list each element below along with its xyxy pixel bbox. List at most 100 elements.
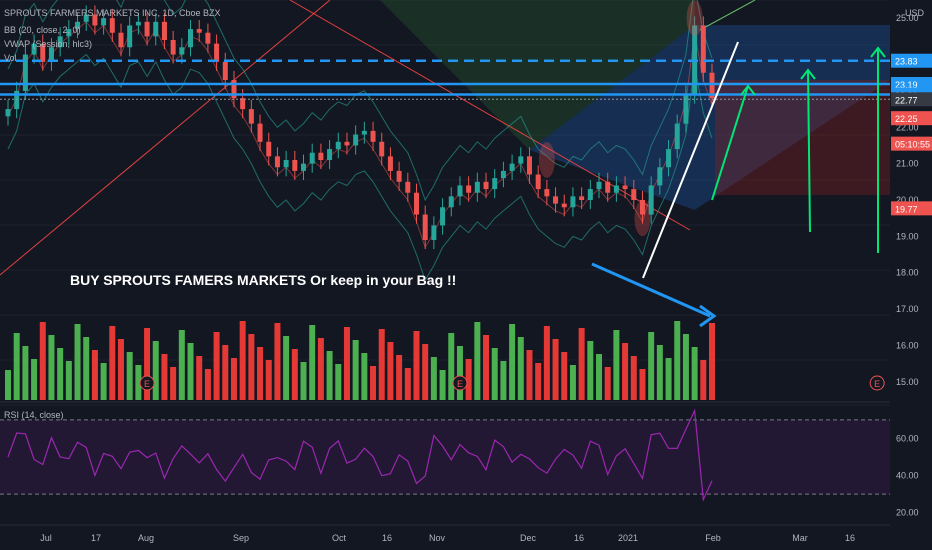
candle-body [196, 29, 202, 33]
volume-bar [31, 359, 38, 400]
volume-bar [83, 337, 90, 400]
trend-line [0, 0, 331, 276]
rsi-tick: 20.00 [896, 508, 919, 518]
earnings-marker [869, 375, 885, 391]
time-tick: Dec [520, 533, 537, 543]
blue-arrow-head [699, 304, 717, 328]
volume-bar [196, 356, 203, 400]
rsi-tick: 40.00 [896, 471, 919, 481]
candle-body [396, 170, 402, 182]
candle-body [266, 141, 272, 157]
volume-bar [656, 345, 663, 400]
volume-bar [387, 342, 394, 400]
volume-bar [535, 363, 542, 400]
volume-bar [700, 360, 707, 400]
earnings-label: E [144, 379, 150, 389]
volume-bar [370, 366, 377, 400]
candle-body [22, 54, 28, 91]
price-label: 22.25 [895, 114, 918, 124]
candle-body [248, 109, 254, 124]
candle-body [92, 14, 98, 26]
volume-bar [48, 335, 55, 400]
volume-bar [526, 350, 533, 400]
volume-bar [39, 322, 46, 400]
candle-body [561, 203, 567, 208]
volume-bar [100, 363, 107, 400]
bb-upper [7, 0, 713, 202]
candle-body [353, 134, 359, 146]
time-tick: Mar [792, 533, 808, 543]
candle-body [327, 149, 333, 160]
trend-line [699, 0, 756, 31]
candle-body [127, 25, 133, 48]
candle-body [570, 196, 576, 208]
candle-body [413, 192, 419, 215]
volume-bar [648, 332, 655, 400]
volume-bar [117, 339, 124, 400]
price-label-box [891, 92, 932, 107]
candle-body [544, 189, 550, 197]
candle-body [622, 185, 628, 190]
rsi-tick: 60.00 [896, 433, 919, 443]
legend-bb: BB (20, close, 2, 0) [4, 25, 81, 35]
volume-bar [317, 338, 324, 400]
candle-body [179, 47, 185, 55]
price-tick: 20.00 [896, 195, 919, 205]
volume-bar [674, 321, 681, 400]
volume-bar [543, 326, 550, 400]
candle-body [683, 94, 689, 124]
earnings-marker [452, 375, 468, 391]
volume-bar [517, 337, 524, 400]
candle-body [709, 72, 715, 99]
candle-body [500, 170, 506, 179]
volume-bar [404, 368, 411, 400]
rsi-line [7, 408, 713, 502]
volume-bar [109, 326, 116, 400]
candle-body [318, 152, 324, 160]
price-label-box [891, 111, 932, 126]
candle-body [387, 156, 393, 171]
candle-body [492, 178, 498, 190]
projection-area [529, 25, 890, 210]
volume-bar [230, 358, 237, 400]
time-tick: 17 [91, 533, 101, 543]
candle-body [509, 163, 515, 171]
candle-body [335, 141, 341, 150]
candle-body [309, 152, 315, 164]
candle-body [283, 160, 289, 168]
candle-body [144, 21, 150, 37]
volume-bar [274, 323, 281, 400]
volume-bar [222, 345, 229, 400]
volume-bar [587, 341, 594, 400]
candle-body [344, 141, 350, 146]
volume-bar [709, 323, 715, 400]
candle-body [613, 185, 619, 193]
volume-bar [57, 348, 64, 400]
volume-bar [257, 347, 264, 400]
volume-bar [596, 354, 603, 400]
green-arrow-head [800, 68, 816, 80]
volume-bar [187, 343, 194, 400]
volume-bar [309, 325, 316, 400]
candle-body [48, 47, 54, 62]
candle-body [40, 43, 46, 62]
volume-bar [500, 361, 507, 400]
volume-bar [283, 336, 290, 400]
candle-body [274, 156, 280, 168]
volume-bar [483, 335, 490, 400]
price-tick: 17.00 [896, 304, 919, 314]
volume-bar [161, 354, 168, 400]
price-label: 19.77 [895, 204, 918, 214]
highlight-ellipse [686, 0, 703, 37]
volume-bar [352, 340, 359, 400]
price-label: 05:10:55 [895, 140, 930, 150]
legend-vwap: VWAP (Session, hlc3) [4, 39, 93, 49]
time-tick: Nov [429, 533, 446, 543]
candle-body [301, 163, 307, 171]
candle-body [483, 181, 489, 190]
candle-body [535, 174, 541, 190]
volume-bar [509, 324, 516, 400]
volume-bar [248, 334, 255, 400]
volume-bar [335, 364, 342, 400]
